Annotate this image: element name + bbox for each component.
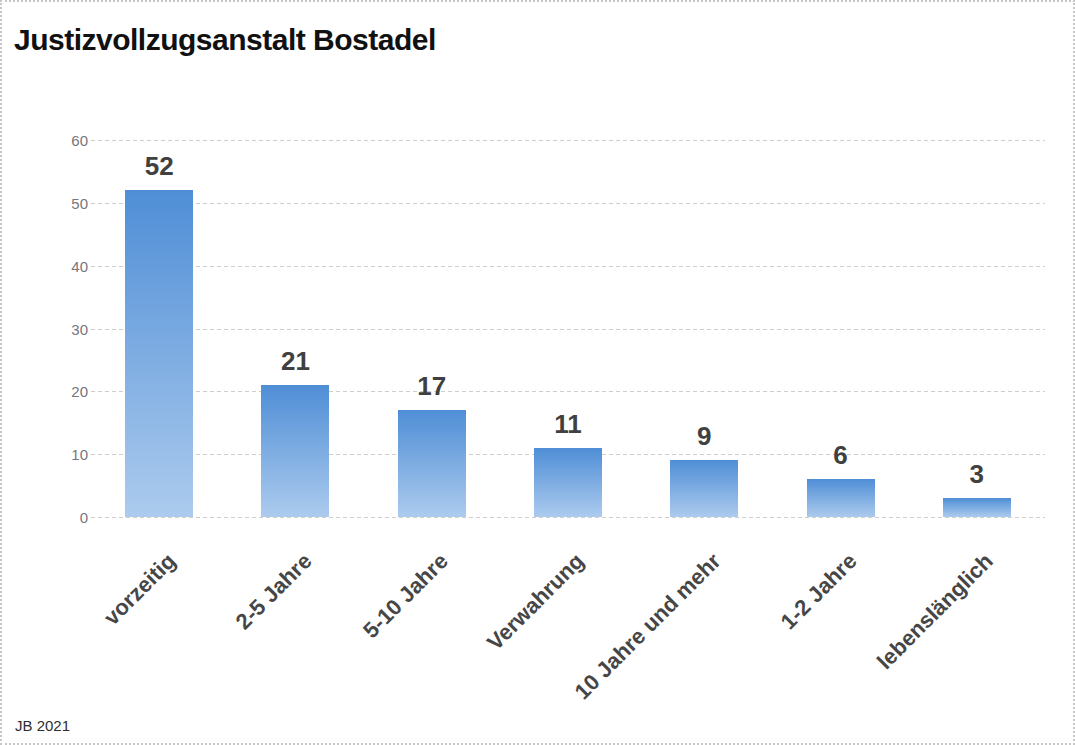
gridline-40 [91, 266, 1045, 267]
value-label-1-2 Jahre: 6 [791, 441, 891, 469]
bar-vorzeitig [125, 190, 193, 517]
value-label-vorzeitig: 52 [109, 152, 209, 180]
x-axis-label-vorzeitig: vorzeitig [99, 549, 180, 630]
value-label-2-5 Jahre: 21 [245, 347, 345, 375]
bar-lebenslänglich [943, 498, 1011, 517]
footer-note: JB 2021 [15, 717, 70, 734]
x-axis-label-5-10 Jahre: 5-10 Jahre [359, 549, 453, 643]
chart-canvas: Justizvollzugsanstalt Bostadel 0 10 20 30 40… [0, 0, 1075, 745]
bar-2-5 Jahre [261, 385, 329, 517]
gridline-50 [91, 203, 1045, 204]
bar-Verwahrung [534, 448, 602, 517]
x-axis-label-1-2 Jahre: 1-2 Jahre [776, 549, 861, 634]
x-axis-label-2-5 Jahre: 2-5 Jahre [231, 549, 316, 634]
y-tick-label-10: 10 [46, 447, 88, 462]
y-tick-label-60: 60 [46, 133, 88, 148]
y-tick-label-40: 40 [46, 259, 88, 274]
value-label-lebenslänglich: 3 [927, 460, 1027, 488]
gridline-20 [91, 391, 1045, 392]
value-label-5-10 Jahre: 17 [382, 372, 482, 400]
y-tick-label-20: 20 [46, 384, 88, 399]
y-tick-label-50: 50 [46, 196, 88, 211]
y-tick-label-30: 30 [46, 322, 88, 337]
value-label-Verwahrung: 11 [518, 410, 618, 438]
bar-5-10 Jahre [398, 410, 466, 517]
gridline-0 [91, 517, 1045, 518]
bar-10 Jahre und mehr [670, 460, 738, 517]
x-axis-label-lebenslänglich: lebenslänglich [873, 549, 998, 674]
x-axis-label-Verwahrung: Verwahrung [483, 549, 589, 655]
bar-1-2 Jahre [807, 479, 875, 517]
value-label-10 Jahre und mehr: 9 [654, 422, 754, 450]
gridline-60 [91, 140, 1045, 141]
chart-title: Justizvollzugsanstalt Bostadel [14, 24, 444, 55]
gridline-30 [91, 329, 1045, 330]
x-axis-label-10 Jahre und mehr: 10 Jahre und mehr [570, 549, 725, 704]
y-tick-label-0: 0 [46, 510, 88, 525]
